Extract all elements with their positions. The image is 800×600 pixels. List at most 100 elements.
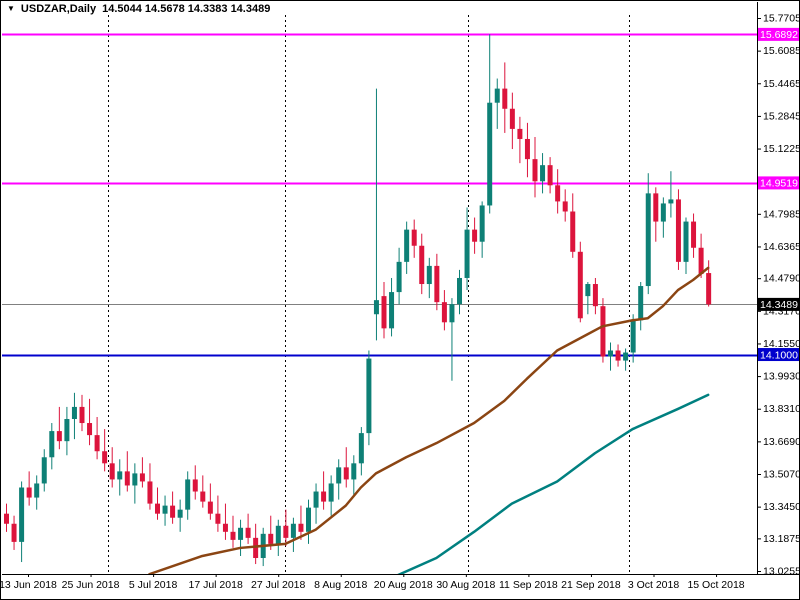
candle-body bbox=[26, 487, 32, 498]
candle-up bbox=[71, 392, 77, 440]
candle-down bbox=[230, 515, 236, 548]
candle-body bbox=[608, 350, 613, 357]
candle-body bbox=[706, 273, 712, 305]
x-axis-label: 13 Jun 2018 bbox=[1, 579, 57, 591]
candle-down bbox=[245, 513, 251, 544]
x-axis-label: 30 Aug 2018 bbox=[436, 579, 495, 591]
support-line-14-1000-badge bbox=[758, 348, 799, 362]
candle-body bbox=[87, 423, 93, 436]
candle-down bbox=[87, 398, 93, 446]
candle-body bbox=[449, 304, 455, 323]
candle-down bbox=[4, 503, 9, 532]
candle-body bbox=[117, 471, 123, 480]
candle-body bbox=[426, 265, 432, 285]
y-axis-label: 15.1225 bbox=[763, 143, 800, 155]
candle-down bbox=[653, 187, 659, 242]
candle-down bbox=[615, 344, 621, 367]
candle-up bbox=[668, 171, 674, 218]
y-axis-label: 13.9930 bbox=[763, 371, 800, 383]
candle-body bbox=[321, 491, 327, 502]
candle-down bbox=[698, 233, 704, 278]
current-price-line-badge-label: 14.3489 bbox=[760, 299, 798, 311]
candle-body bbox=[328, 483, 334, 502]
candle-down bbox=[26, 471, 32, 506]
candle-down bbox=[381, 282, 387, 339]
candle-down bbox=[109, 447, 115, 488]
candle-down bbox=[675, 189, 681, 270]
candle-body bbox=[177, 509, 183, 518]
candle-body bbox=[41, 457, 47, 484]
candle-body bbox=[562, 201, 568, 212]
candle-body bbox=[396, 261, 402, 293]
candle-down bbox=[79, 394, 85, 432]
y-axis-label: 13.0255 bbox=[763, 566, 800, 578]
y-axis-label: 15.2845 bbox=[763, 110, 800, 122]
y-axis-label: 14.6365 bbox=[763, 241, 800, 253]
candle-body bbox=[222, 523, 228, 532]
candle-body bbox=[585, 284, 591, 297]
candle-down bbox=[419, 233, 425, 295]
resistance-line-14-9519-badge bbox=[758, 176, 799, 190]
candle-body bbox=[215, 513, 221, 524]
resistance-line-14-9519-badge-label: 14.9519 bbox=[760, 178, 798, 190]
y-axis-label: 14.4790 bbox=[763, 273, 800, 285]
candle-down bbox=[547, 157, 553, 194]
candle-up bbox=[630, 314, 636, 363]
candle-body bbox=[283, 525, 289, 538]
candle-up bbox=[464, 207, 470, 291]
candle-body bbox=[336, 467, 342, 484]
y-axis-label: 13.3450 bbox=[763, 501, 800, 513]
ma-fast-brown-line bbox=[148, 266, 710, 574]
candle-up bbox=[426, 257, 432, 299]
candle-body bbox=[464, 229, 470, 278]
candle-body bbox=[155, 503, 160, 514]
candle-body bbox=[56, 431, 62, 442]
candle-body bbox=[313, 491, 319, 508]
candle-down bbox=[555, 169, 561, 214]
candle-up bbox=[132, 463, 138, 504]
candle-body bbox=[389, 292, 395, 329]
candle-up bbox=[457, 269, 462, 315]
candle-up bbox=[449, 298, 455, 381]
candle-down bbox=[253, 523, 259, 565]
candle-down bbox=[155, 487, 160, 520]
symbol-dropdown-icon[interactable]: ▼ bbox=[7, 4, 15, 13]
y-axis-label: 15.6085 bbox=[763, 45, 800, 57]
x-axis-label: 8 Aug 2018 bbox=[314, 579, 367, 591]
candle-down bbox=[600, 298, 606, 363]
candle-body bbox=[683, 221, 689, 262]
candle-up bbox=[117, 459, 123, 496]
candle-down bbox=[562, 189, 568, 222]
candle-body bbox=[517, 128, 523, 139]
candle-up bbox=[162, 495, 168, 526]
candle-body bbox=[268, 533, 274, 544]
candle-body bbox=[162, 505, 168, 514]
candle-body bbox=[102, 451, 108, 464]
candle-body bbox=[170, 505, 176, 518]
candle-body bbox=[479, 205, 485, 242]
candle-body bbox=[34, 483, 40, 498]
candle-body bbox=[290, 523, 296, 538]
candle-body bbox=[532, 159, 538, 182]
candle-down bbox=[215, 495, 221, 532]
candle-down bbox=[222, 503, 228, 540]
candle-up bbox=[336, 459, 342, 500]
candle-down bbox=[170, 491, 176, 524]
candle-down bbox=[298, 505, 304, 540]
candle-down bbox=[509, 92, 515, 150]
y-axis-label: 13.8310 bbox=[763, 403, 800, 415]
x-axis-label: 17 Jul 2018 bbox=[189, 579, 243, 591]
candle-body bbox=[502, 88, 508, 109]
candle-body bbox=[192, 479, 198, 492]
candle-up bbox=[41, 449, 47, 492]
candle-body bbox=[230, 531, 236, 540]
candle-body bbox=[207, 501, 213, 514]
candle-body bbox=[441, 302, 447, 323]
candle-down bbox=[517, 116, 523, 164]
candle-up bbox=[358, 427, 364, 476]
candle-up bbox=[34, 475, 40, 510]
candle-down bbox=[441, 290, 447, 331]
candle-up bbox=[487, 34, 493, 214]
y-axis-label: 14.1550 bbox=[763, 338, 800, 350]
